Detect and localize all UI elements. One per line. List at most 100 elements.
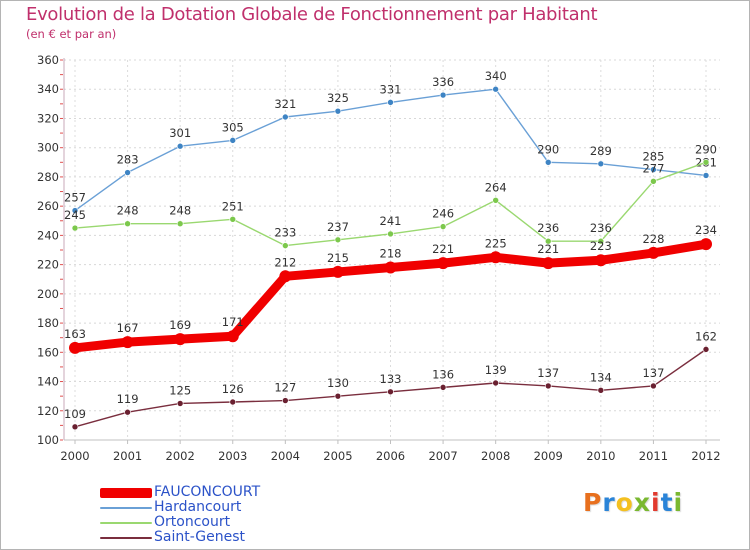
- y-tick-label: 220: [37, 258, 59, 272]
- x-tick-label: 2001: [113, 449, 142, 463]
- data-label-ortoncourt: 248: [117, 204, 139, 218]
- data-label-fauconcourt: 212: [274, 255, 296, 269]
- data-point-fauconcourt: [594, 254, 607, 267]
- data-label-ortoncourt: 233: [274, 226, 296, 240]
- data-point-fauconcourt: [279, 270, 292, 283]
- data-point-saint-genest: [439, 384, 447, 391]
- data-point-saint-genest: [544, 382, 552, 390]
- data-label-saint-genest: 125: [169, 383, 191, 397]
- data-point-saint-genest: [387, 388, 394, 396]
- data-label-hardancourt: 325: [327, 91, 349, 105]
- data-label-saint-genest: 126: [222, 382, 244, 396]
- logo-letter: i: [651, 488, 661, 517]
- data-point-fauconcourt: [700, 238, 712, 251]
- data-point-ortoncourt: [439, 223, 447, 230]
- data-point-hardancourt: [71, 207, 79, 214]
- data-point-saint-genest: [702, 346, 710, 353]
- data-point-fauconcourt: [121, 336, 134, 349]
- data-label-ortoncourt: 251: [222, 199, 244, 213]
- data-point-ortoncourt: [176, 220, 184, 227]
- data-point-saint-genest: [124, 408, 131, 416]
- data-point-saint-genest: [334, 392, 342, 400]
- data-label-ortoncourt: 264: [485, 180, 507, 194]
- data-point-saint-genest: [650, 382, 657, 390]
- data-label-hardancourt: 283: [117, 153, 139, 167]
- y-tick-label: 260: [37, 199, 59, 213]
- y-tick-label: 280: [37, 170, 59, 184]
- data-label-hardancourt: 285: [642, 150, 664, 164]
- x-tick-label: 2004: [271, 449, 300, 463]
- y-tick-label: 100: [37, 433, 59, 447]
- data-label-fauconcourt: 169: [169, 318, 191, 332]
- data-label-hardancourt: 340: [485, 69, 507, 83]
- data-point-ortoncourt: [702, 159, 710, 166]
- data-label-saint-genest: 133: [380, 372, 402, 386]
- x-tick-label: 2011: [639, 449, 668, 463]
- y-tick-label: 240: [37, 228, 59, 242]
- data-label-hardancourt: 257: [64, 191, 86, 205]
- data-point-hardancourt: [176, 142, 184, 150]
- data-label-hardancourt: 305: [222, 120, 244, 134]
- data-label-ortoncourt: 246: [432, 207, 454, 221]
- data-point-fauconcourt: [489, 251, 502, 264]
- proxiti-logo: Proxiti: [583, 488, 683, 517]
- logo-letter: x: [633, 488, 651, 517]
- data-label-ortoncourt: 245: [64, 208, 86, 222]
- data-point-ortoncourt: [282, 242, 289, 249]
- y-tick-label: 200: [37, 287, 59, 301]
- x-tick-label: 2000: [60, 449, 89, 463]
- data-point-fauconcourt: [437, 257, 450, 270]
- chart-title: Evolution de la Dotation Globale de Fonc…: [26, 4, 598, 25]
- data-point-hardancourt: [439, 91, 447, 99]
- data-point-saint-genest: [282, 397, 289, 404]
- logo-letter: i: [673, 488, 684, 517]
- data-point-saint-genest: [229, 398, 237, 406]
- legend-swatch-ortoncourt: [100, 522, 152, 524]
- logo-letter: P: [583, 488, 603, 517]
- data-label-saint-genest: 137: [642, 366, 664, 380]
- legend: FAUCONCOURT Hardancourt Ortoncourt Saint…: [100, 484, 400, 546]
- data-point-hardancourt: [387, 99, 394, 106]
- chart-subtitle: (en € et par an): [26, 27, 117, 41]
- data-label-saint-genest: 127: [274, 381, 296, 395]
- data-label-ortoncourt: 236: [537, 221, 559, 235]
- y-tick-label: 140: [37, 375, 59, 389]
- data-point-saint-genest: [176, 400, 184, 407]
- data-point-saint-genest: [492, 379, 499, 387]
- data-label-hardancourt: 331: [380, 82, 402, 96]
- data-label-hardancourt: 290: [537, 142, 559, 156]
- data-point-hardancourt: [702, 172, 710, 179]
- data-point-fauconcourt: [384, 261, 397, 274]
- legend-swatch-fauconcourt: [100, 488, 152, 498]
- data-label-saint-genest: 109: [64, 407, 86, 421]
- data-point-hardancourt: [229, 137, 237, 144]
- data-label-fauconcourt: 218: [380, 247, 402, 261]
- data-label-saint-genest: 136: [432, 367, 454, 381]
- y-tick-label: 160: [37, 345, 59, 359]
- data-point-saint-genest: [597, 387, 605, 394]
- x-tick-label: 2005: [323, 449, 352, 463]
- data-label-fauconcourt: 221: [537, 242, 559, 256]
- data-label-ortoncourt: 248: [169, 204, 191, 218]
- data-label-fauconcourt: 171: [222, 315, 244, 329]
- legend-label-hardancourt: Hardancourt: [154, 499, 242, 515]
- y-tick-label: 120: [37, 404, 59, 418]
- data-point-ortoncourt: [71, 224, 79, 232]
- data-point-ortoncourt: [597, 237, 605, 245]
- data-label-saint-genest: 162: [695, 329, 717, 343]
- data-label-ortoncourt: 237: [327, 220, 349, 234]
- data-label-ortoncourt: 236: [590, 221, 612, 235]
- data-label-fauconcourt: 163: [64, 327, 86, 341]
- data-label-fauconcourt: 234: [695, 223, 717, 237]
- data-point-fauconcourt: [226, 330, 239, 343]
- x-tick-label: 2012: [691, 449, 720, 463]
- data-point-ortoncourt: [229, 216, 237, 223]
- x-tick-label: 2003: [218, 449, 247, 463]
- data-point-fauconcourt: [331, 265, 344, 278]
- data-point-ortoncourt: [334, 236, 342, 244]
- legend-item-saint-genest: Saint-Genest: [100, 529, 400, 546]
- data-label-fauconcourt: 225: [485, 236, 507, 250]
- legend-swatch-saint-genest: [100, 537, 152, 539]
- x-tick-label: 2006: [376, 449, 405, 463]
